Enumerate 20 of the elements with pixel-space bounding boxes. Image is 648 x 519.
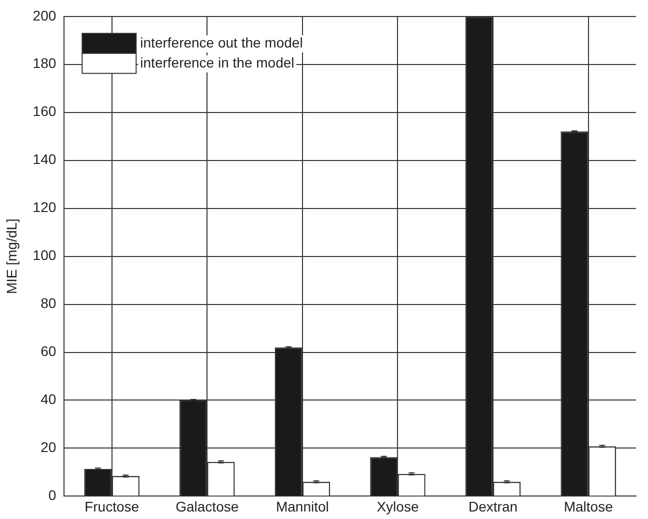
y-tick-label: 160 bbox=[32, 103, 56, 120]
legend-label: interference in the model bbox=[140, 54, 294, 70]
y-tick-label: 140 bbox=[32, 151, 56, 168]
legend-label: interference out the model bbox=[140, 34, 303, 50]
y-tick-label: 60 bbox=[40, 343, 56, 360]
x-tick-label: Mannitol bbox=[276, 498, 329, 514]
y-tick-label: 80 bbox=[40, 295, 56, 312]
y-axis-title: MIE [mg/dL] bbox=[3, 218, 20, 294]
x-tick-label: Dextran bbox=[468, 498, 518, 514]
y-tick-label: 120 bbox=[32, 199, 56, 216]
x-tick-label: Galactose bbox=[176, 498, 239, 514]
y-tick-label: 20 bbox=[40, 439, 56, 456]
x-tick-label: Maltose bbox=[564, 498, 614, 514]
y-tick-label: 40 bbox=[40, 391, 56, 408]
y-tick-label: 100 bbox=[32, 247, 56, 264]
x-tick-label: Fructose bbox=[84, 498, 140, 514]
y-tick-label: 180 bbox=[32, 55, 56, 72]
y-tick-label: 0 bbox=[48, 487, 56, 504]
x-tick-label: Xylose bbox=[376, 498, 419, 514]
y-tick-label: 200 bbox=[32, 7, 56, 24]
